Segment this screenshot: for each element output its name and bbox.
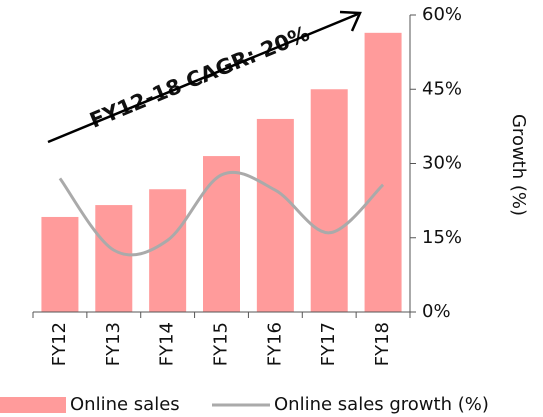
annotation-group: FY12-18 CAGR: 20% [86, 21, 313, 132]
y-tick-label: 60% [422, 4, 462, 25]
y-tick-label: 30% [422, 153, 462, 174]
y-tick-label: 0% [422, 301, 451, 322]
y-axis-label: Growth (%) [508, 114, 529, 216]
arrow [47, 12, 359, 144]
legend-label: Online sales growth (%) [274, 394, 489, 415]
x-tick-label: FY17 [318, 322, 339, 366]
bar [149, 189, 187, 312]
y-tick-label: 45% [422, 78, 462, 99]
bar [95, 205, 133, 312]
arrow-head [339, 10, 362, 32]
x-tick-label: FY14 [157, 322, 178, 366]
line [58, 170, 385, 257]
bar [203, 156, 240, 312]
x-tick-label: FY15 [211, 322, 232, 366]
x-tick-label: FY12 [49, 322, 70, 366]
annotation: FY12-18 CAGR: 20% [86, 21, 313, 132]
bar [310, 89, 348, 312]
bar [41, 216, 79, 312]
legend-swatch [0, 397, 66, 413]
x-tick-label: FY18 [372, 322, 393, 366]
x-tick-label: FY13 [103, 322, 124, 366]
x-tick-label: FY16 [264, 322, 285, 366]
bar [364, 32, 402, 312]
bar [256, 118, 294, 312]
y-tick-label: 15% [422, 227, 462, 248]
legend-label: Online sales [70, 394, 180, 415]
